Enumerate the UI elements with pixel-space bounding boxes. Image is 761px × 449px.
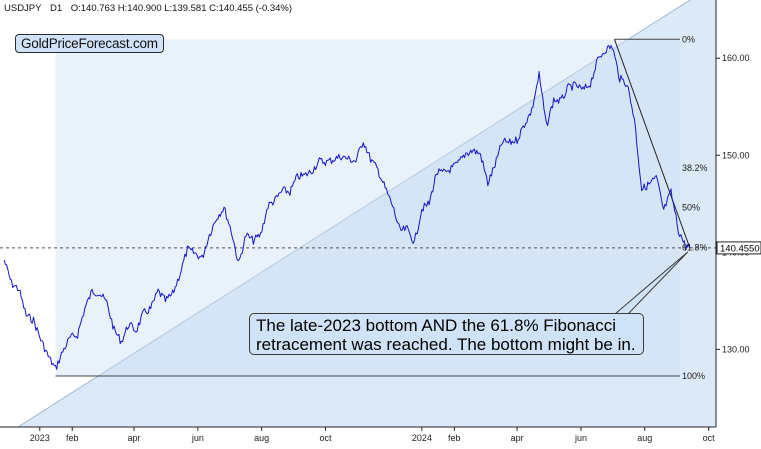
y-tick-label: 130.00 bbox=[722, 344, 750, 354]
price-line bbox=[3, 44, 691, 370]
x-tick-label: apr bbox=[127, 433, 140, 443]
x-tick-label: feb bbox=[448, 433, 461, 443]
x-tick-label: oct bbox=[320, 433, 333, 443]
price-series-layer bbox=[3, 44, 691, 370]
current-price-tag bbox=[716, 241, 761, 255]
x-tick-label: aug bbox=[254, 433, 269, 443]
x-tick-label: 2024 bbox=[412, 433, 432, 443]
downtrend-line bbox=[613, 39, 691, 249]
ohlc-values: O:140.763 H:140.900 L:139.581 C:140.455 … bbox=[71, 3, 292, 14]
x-tick-label: aug bbox=[637, 433, 652, 443]
chart-background-layer bbox=[17, 0, 716, 428]
x-tick-label: 2023 bbox=[30, 433, 50, 443]
y-tick-label: 160.00 bbox=[722, 53, 750, 63]
y-tick-label: 150.00 bbox=[722, 150, 750, 160]
chart-header: USDJPY D1 O:140.763 H:140.900 L:139.581 … bbox=[4, 3, 292, 14]
fib-level-label: 61.8% bbox=[682, 242, 708, 252]
x-tick-label: oct bbox=[703, 433, 716, 443]
fib-level-label: 38.2% bbox=[682, 163, 708, 173]
current-price-tag-text: 140.4550 bbox=[720, 243, 760, 254]
axes-layer: 160.00150.00140.00130.002023febaprjunaug… bbox=[0, 0, 750, 443]
chart-lines-layer bbox=[0, 38, 716, 377]
brand-watermark: GoldPriceForecast.com bbox=[15, 34, 164, 53]
fib-level-label: 50% bbox=[682, 203, 700, 213]
x-tick-label: jun bbox=[574, 433, 587, 443]
fib-level-label: 100% bbox=[682, 371, 705, 381]
symbol-label: USDJPY bbox=[4, 3, 42, 14]
x-tick-label: feb bbox=[66, 433, 79, 443]
x-tick-label: apr bbox=[511, 433, 524, 443]
fib-level-label: 0% bbox=[682, 34, 695, 44]
annotation-callout: The late-2023 bottom AND the 61.8% Fibon… bbox=[249, 313, 644, 355]
x-tick-label: jun bbox=[191, 433, 204, 443]
channel-edge-line bbox=[17, 0, 691, 428]
labels-layer: 0% 38.2% 50% 61.8% 100% 140.4550 bbox=[613, 34, 761, 381]
timeframe-label: D1 bbox=[50, 3, 62, 14]
